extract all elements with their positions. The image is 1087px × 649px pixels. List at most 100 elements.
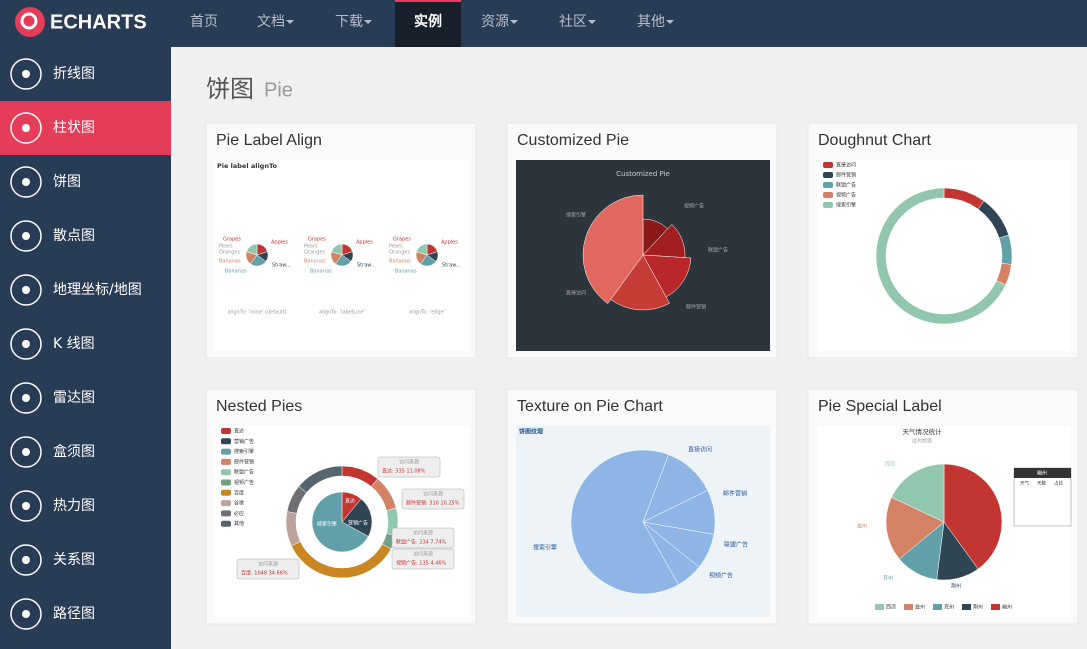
thumb-text: 直达: 335 11.08% (382, 468, 426, 475)
legend-swatch (221, 458, 231, 465)
sidebar-icon (10, 436, 42, 468)
thumb-text: alignTo: 'labelLine' (319, 310, 365, 316)
sidebar-icon-dot (22, 502, 30, 510)
nav-item[interactable]: 首页 (190, 14, 218, 30)
sidebar-item[interactable]: 折线图 (53, 66, 95, 82)
nav-item[interactable]: 文档 (257, 14, 285, 30)
pie-slice (331, 243, 343, 256)
legend-label: 营销广告 (234, 438, 254, 445)
card-title: Pie Special Label (818, 398, 942, 415)
pie-slice (642, 254, 692, 298)
sidebar-icon (10, 274, 42, 306)
legend-label: 西凉 (886, 604, 896, 611)
thumb-text: Bananas (395, 269, 417, 275)
pie-slice (885, 496, 945, 560)
top-nav (0, 0, 1087, 47)
page-title: 饼图 (206, 75, 254, 103)
sidebar-item[interactable]: 散点图 (53, 228, 95, 244)
sidebar-icon (10, 220, 42, 252)
legend-swatch (221, 500, 231, 507)
thumb-text: 联盟广告 (708, 247, 728, 254)
thumb-text: 幽州 (1037, 470, 1047, 477)
sidebar-item[interactable]: 饼图 (53, 174, 81, 190)
thumb-text: Apples (441, 240, 458, 246)
logo-icon (15, 7, 45, 37)
pie-slice (298, 465, 343, 494)
legend-swatch (904, 604, 913, 610)
card-title: Texture on Pie Chart (517, 398, 663, 415)
sidebar-item[interactable]: 雷达图 (53, 390, 95, 406)
tooltip-head (1014, 468, 1071, 478)
pie-slice (943, 463, 1003, 570)
legend-swatch (875, 604, 884, 610)
sidebar-item[interactable]: 热力图 (53, 498, 95, 514)
sidebar-icon-dot (22, 394, 30, 402)
sidebar-icon-dot (22, 340, 30, 348)
thumb-text: 搜索引擎 (533, 544, 557, 552)
thumb-title: Pie label alignTo (217, 162, 278, 170)
thumb-text: 视频广告 (709, 572, 733, 580)
card-title: Pie Label Align (216, 132, 322, 149)
thumb-text: 天数 (1037, 480, 1046, 487)
card-title: Customized Pie (517, 132, 629, 149)
sidebar-icon-dot (22, 178, 30, 186)
sidebar-icon-dot (22, 556, 30, 564)
sidebar-icon-dot (22, 232, 30, 240)
thumb-text: 邮件营销: 310 10.25% (406, 500, 460, 507)
thumb-text: 直接访问 (566, 290, 586, 297)
thumb-text: 直达 (345, 498, 355, 505)
sidebar-item[interactable]: 地理坐标/地图 (53, 282, 142, 298)
thumb-text: 访问来源 (413, 530, 433, 537)
nav-item[interactable]: 资源 (481, 14, 509, 30)
pie-slice (570, 449, 679, 595)
sidebar-item[interactable]: 路径图 (53, 606, 95, 622)
dropdown-caret (286, 20, 294, 24)
nav-item[interactable]: 社区 (559, 14, 587, 30)
nav-item[interactable]: 实例 (414, 13, 442, 30)
thumb-text: 搜索引擎 (566, 212, 586, 219)
thumb-text: Grapes (308, 237, 326, 243)
sidebar-item[interactable]: 关系图 (53, 552, 95, 568)
sidebar-icon-dot (22, 124, 30, 132)
thumb-title: Customized Pie (616, 170, 670, 178)
thumb-text: 虚构数据 (912, 438, 932, 445)
sidebar-item[interactable]: K 线图 (53, 336, 95, 352)
sidebar-item[interactable]: 盒须图 (53, 443, 95, 460)
thumb-text: 占比 (1054, 480, 1063, 487)
legend-label: 搜索引擎 (234, 448, 254, 455)
thumb-text: Oranges (389, 250, 410, 256)
thumb-text: alignTo: 'edge' (409, 310, 445, 316)
thumb-text: 访问来源 (413, 551, 433, 558)
sidebar-item[interactable]: 柱状图 (53, 120, 95, 136)
thumb-text: 邮件营销 (686, 304, 706, 311)
thumb-text: 访问来源 (423, 491, 443, 498)
legend-label: 联盟广告 (234, 469, 254, 476)
callout (391, 548, 455, 570)
nav-item[interactable]: 其他 (637, 14, 665, 30)
sidebar-icon-dot (22, 448, 30, 456)
thumb-text: Bananas (225, 269, 247, 275)
legend-label: 谷歌 (234, 500, 244, 507)
thumb-text: Pears (219, 244, 233, 250)
pie-slice (311, 491, 369, 553)
sidebar-icon (10, 598, 42, 630)
thumb-text: Apples (356, 240, 373, 246)
logo-icon-inner (20, 12, 38, 30)
pie-slice (875, 187, 1006, 325)
pie-slice (582, 194, 644, 304)
card-title: Doughnut Chart (818, 132, 932, 149)
legend-swatch (221, 520, 231, 527)
thumb-text: Bananas (219, 259, 241, 265)
thumb-text: 视频广告 (684, 203, 704, 210)
sidebar-icon (10, 490, 42, 522)
sidebar-icon (10, 382, 42, 414)
nav-item[interactable]: 下载 (335, 14, 363, 30)
thumb-text: 联盟广告 (724, 541, 748, 549)
dropdown-caret (510, 20, 518, 24)
dropdown-caret (588, 20, 596, 24)
legend-swatch (221, 510, 231, 517)
sidebar-icon (10, 544, 42, 576)
legend-label: 搜索引擎 (836, 202, 856, 209)
thumb-text: Bananas (304, 259, 326, 265)
thumb-text: 益州 (857, 523, 867, 530)
